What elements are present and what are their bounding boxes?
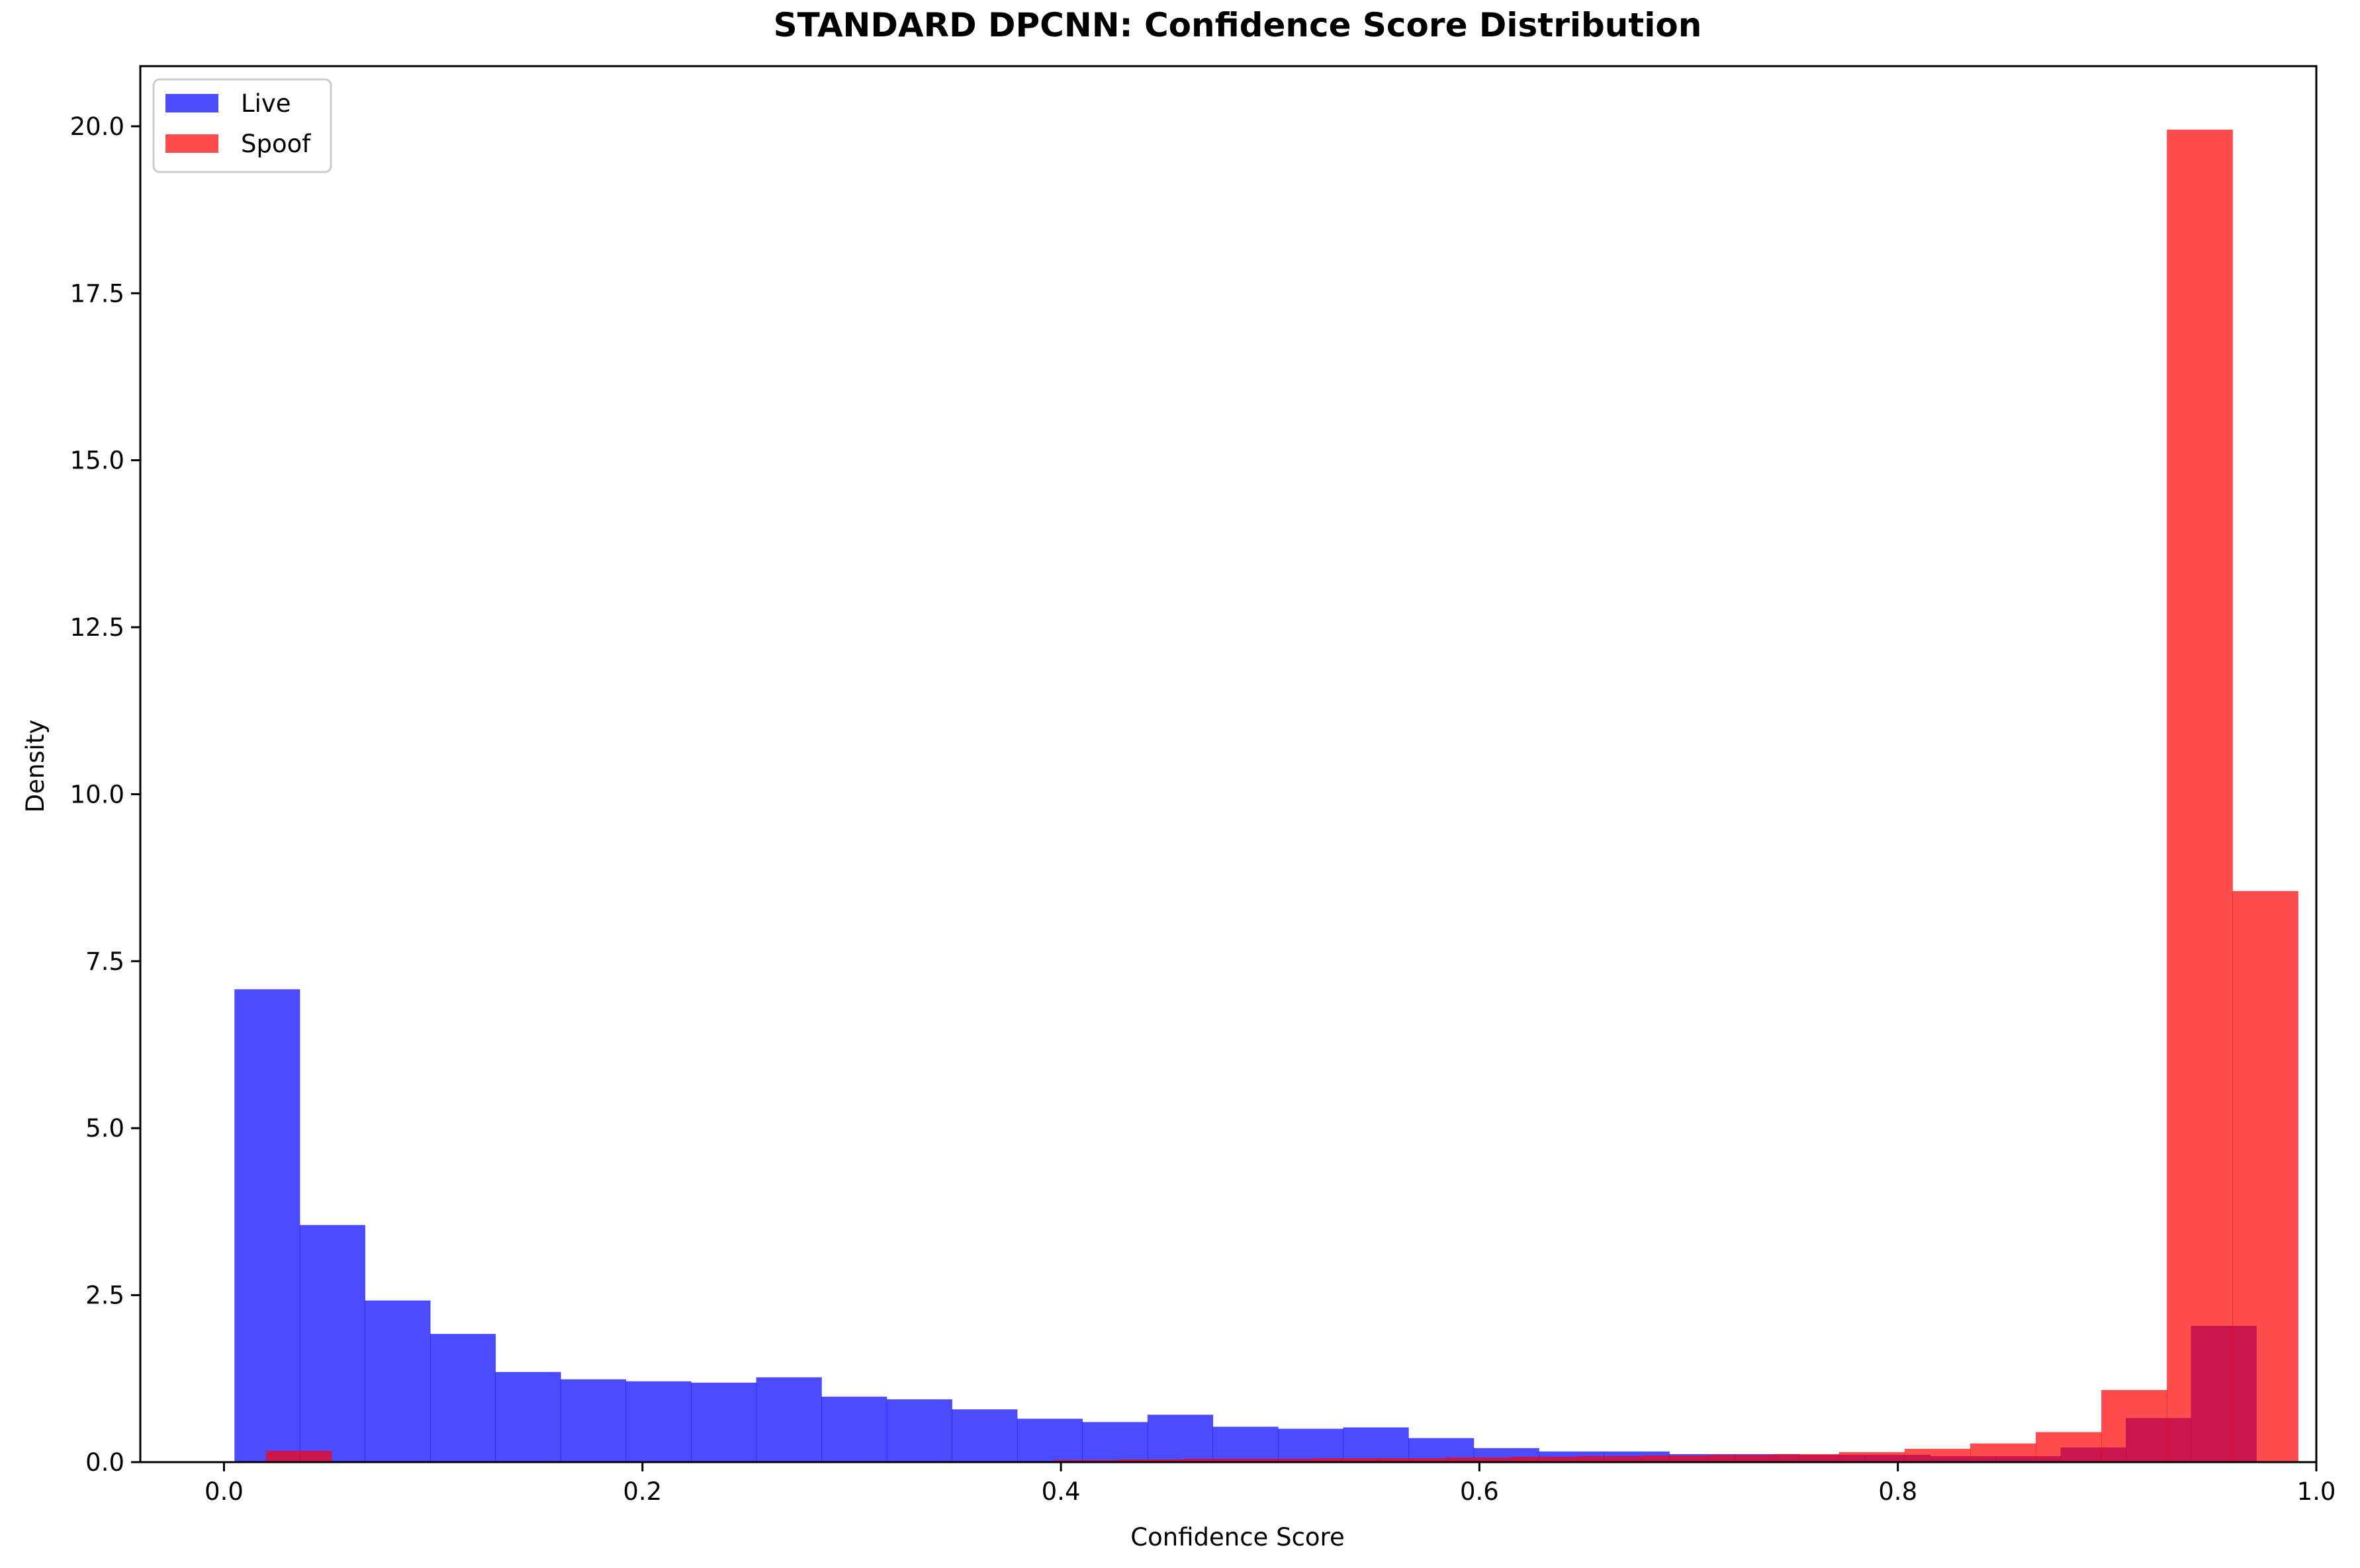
live-bar [234,989,300,1462]
spoof-bar [1642,1455,1709,1462]
spoof-bar [1445,1457,1512,1462]
x-tick-label: 0.4 [1042,1477,1081,1506]
spoof-bar [2101,1389,2167,1462]
live-bar [756,1377,822,1462]
y-axis-label: Density [21,720,50,813]
y-tick-label: 0.0 [85,1448,124,1477]
y-tick-label: 17.5 [70,279,124,308]
spoof-bar [1183,1458,1250,1462]
spoof-bar [1970,1443,2036,1462]
x-tick-label: 0.8 [1878,1477,1917,1506]
y-tick-label: 2.5 [85,1282,124,1310]
spoof-bar [1511,1456,1578,1462]
spoof-bar [1314,1458,1381,1462]
chart-title: STANDARD DPCNN: Confidence Score Distrib… [774,6,1702,44]
x-tick-label: 1.0 [2297,1477,2336,1506]
y-tick-label: 5.0 [85,1114,124,1143]
x-tick-label: 0.6 [1460,1477,1499,1506]
spoof-bar [265,1450,332,1462]
legend-label-spoof: Spoof [241,130,311,158]
live-bar [952,1409,1018,1462]
x-tick-label: 0.2 [623,1477,662,1506]
legend-swatch-live [165,94,218,112]
spoof-series [265,129,2298,1463]
live-bar [1082,1422,1148,1462]
spoof-bar [1052,1459,1118,1462]
legend: Live Spoof [152,78,332,173]
live-bar [1147,1415,1214,1462]
spoof-bar [1249,1458,1316,1462]
live-bar [430,1334,496,1462]
spoof-bar [1707,1454,1774,1462]
live-bar [821,1397,887,1462]
spoof-bar [1576,1456,1643,1462]
live-bar [560,1379,627,1462]
live-bar [299,1225,365,1462]
spoof-bar [1773,1454,1840,1462]
live-bar [886,1399,952,1462]
legend-label-live: Live [241,89,291,118]
live-bar [1277,1428,1344,1462]
live-bar [495,1372,561,1462]
x-axis-label: Confidence Score [1130,1523,1344,1551]
live-bar [1212,1426,1279,1462]
spoof-bar [1118,1459,1185,1462]
y-tick-label: 20.0 [70,112,124,141]
legend-swatch-spoof [165,134,218,153]
spoof-bar [2036,1432,2102,1462]
spoof-bar [2167,129,2233,1463]
live-bar [1343,1427,1409,1462]
spoof-bar [1838,1452,1905,1462]
spoof-bar [1904,1448,1971,1462]
spoof-bar [2232,891,2298,1462]
live-bar [691,1382,757,1462]
live-bar [1017,1418,1083,1462]
y-tick-label: 15.0 [70,447,124,475]
y-tick-label: 7.5 [85,947,124,976]
x-tick-label: 0.0 [204,1477,244,1506]
live-bar [365,1300,431,1462]
y-tick-label: 12.5 [70,613,124,642]
y-tick-label: 10.0 [70,780,124,808]
spoof-bar [1380,1458,1447,1462]
x-axis: 0.0 0.2 0.4 0.6 0.8 1.0 [204,1462,2336,1506]
y-axis: 0.0 2.5 5.0 7.5 10.0 12.5 15.0 17.5 20.0 [70,112,140,1477]
live-bar [625,1381,692,1462]
plot-area-frame [139,65,2318,1463]
live-series [234,989,2257,1462]
